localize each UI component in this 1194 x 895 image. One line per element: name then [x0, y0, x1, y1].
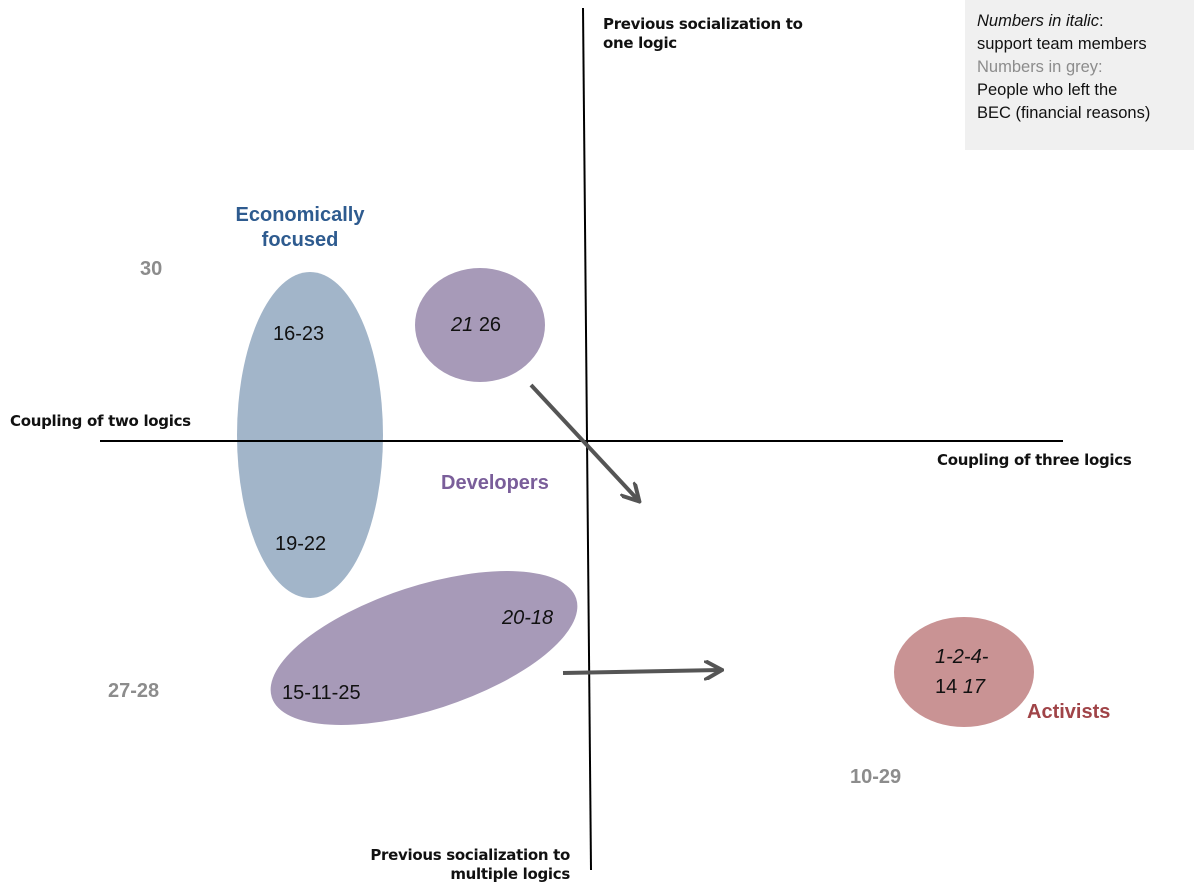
top-axis-label: Previous socialization to one logic — [603, 15, 803, 53]
legend-line-4: People who left the — [977, 81, 1118, 99]
econ-bottom-numbers: 19-22 — [275, 533, 327, 555]
left-axis-label: Coupling of two logics — [10, 412, 191, 430]
dev-circle-italic: 21 — [451, 314, 474, 336]
activist-numbers-line2: 14 17 — [935, 675, 985, 700]
activists-label: Activists — [1027, 701, 1111, 723]
grey-number-27-28: 27-28 — [108, 680, 160, 702]
activist-regular-number: 14 — [935, 676, 958, 698]
dev-circle-numbers: 21 26 — [451, 313, 501, 338]
top-axis-label-line1: Previous socialization to — [603, 15, 803, 33]
developers-circle — [415, 268, 545, 382]
legend-line-5: BEC (financial reasons) — [977, 104, 1151, 122]
legend-line-3: Numbers in grey: — [977, 58, 1103, 76]
bottom-axis-label-line2: multiple logics — [450, 864, 570, 883]
grey-number-30: 30 — [140, 258, 163, 280]
legend-line-2: support team members — [977, 35, 1147, 53]
legend-line-1: Numbers in italic: — [965, 10, 1194, 33]
economically-focused-ellipse — [237, 272, 383, 598]
grey-number-10-29: 10-29 — [850, 766, 902, 788]
dev-ellipse-numbers: 15-11-25 — [282, 682, 361, 704]
legend-colon: : — [1098, 12, 1104, 30]
legend-italic-label: Numbers in italic — [977, 12, 1099, 30]
economically-focused-label: Economically focused — [220, 203, 380, 253]
bottom-axis-label-line1: Previous socialization to — [370, 846, 570, 864]
legend-box: Numbers in italic: support team members … — [965, 0, 1194, 150]
right-axis-label: Coupling of three logics — [937, 451, 1132, 469]
bottom-axis-label: Previous socialization to multiple logic… — [365, 846, 570, 884]
developers-ellipse — [270, 571, 578, 725]
economically-focused-line2: focused — [261, 229, 339, 251]
econ-top-numbers: 16-23 — [273, 323, 325, 345]
developers-label: Developers — [441, 472, 549, 494]
economically-focused-line1: Economically — [235, 204, 365, 226]
activists-circle — [894, 617, 1034, 727]
vertical-axis — [582, 7, 592, 871]
horizontal-arrow — [562, 670, 720, 673]
activist-italic-number: 17 — [962, 676, 986, 698]
top-axis-label-line2: one logic — [603, 33, 677, 52]
activist-numbers-line1: 1-2-4- — [935, 646, 989, 668]
diagonal-arrow — [529, 383, 638, 500]
dev-circle-regular: 26 — [478, 314, 502, 336]
dev-ellipse-italic-numbers: 20-18 — [502, 607, 554, 629]
